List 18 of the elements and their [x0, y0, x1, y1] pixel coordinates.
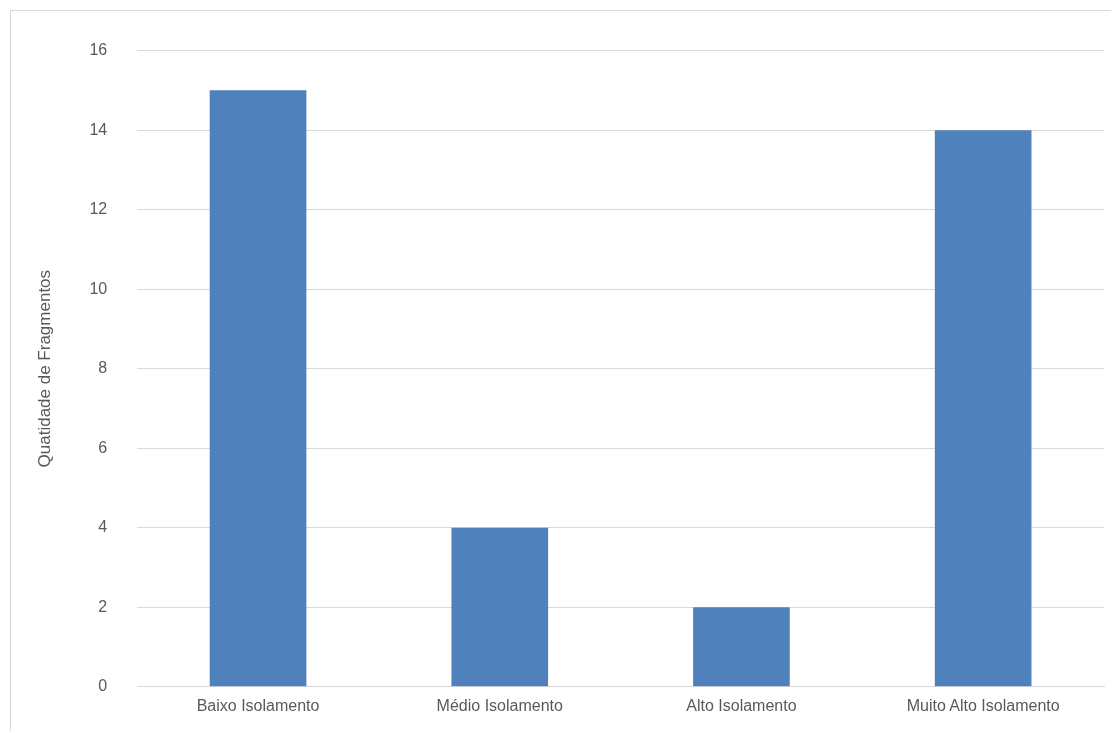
x-tick-label: Baixo Isolamento	[196, 696, 320, 714]
bar	[209, 90, 307, 687]
y-axis-title: Quatidade de Fragmentos	[34, 269, 54, 468]
y-tick-label: 12	[89, 200, 108, 218]
x-tick-label: Médio Isolamento	[436, 696, 563, 714]
y-tick-label: 8	[98, 359, 108, 377]
x-tick-label: Muito Alto Isolamento	[906, 696, 1060, 714]
y-tick-label: 2	[98, 597, 108, 615]
bar	[451, 527, 549, 687]
bar	[693, 607, 790, 687]
y-tick-label: 0	[98, 677, 108, 695]
y-tick-label: 10	[89, 279, 108, 297]
bar	[934, 130, 1032, 687]
x-tick-label: Alto Isolamento	[686, 696, 797, 714]
y-tick-label: 4	[98, 518, 108, 536]
y-tick-label: 14	[89, 120, 108, 138]
y-tick-label: 16	[89, 41, 108, 59]
y-tick-label: 6	[98, 438, 108, 456]
